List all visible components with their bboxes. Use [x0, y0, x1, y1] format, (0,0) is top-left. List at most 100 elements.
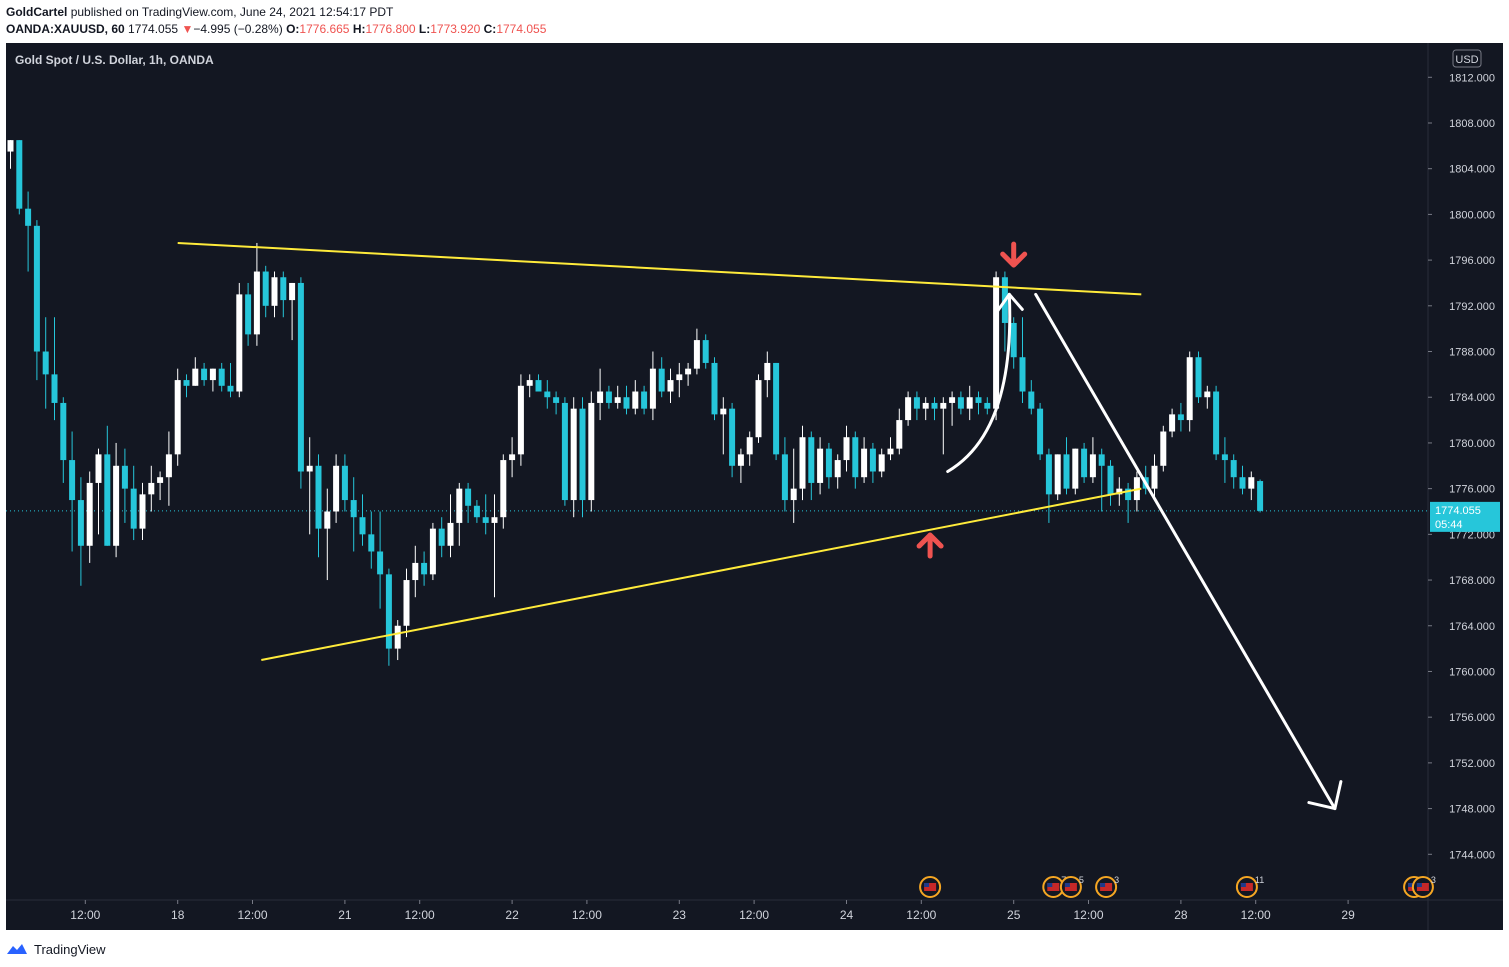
- candle-body[interactable]: [632, 391, 639, 409]
- candle-body[interactable]: [1107, 465, 1114, 495]
- candle-body[interactable]: [438, 528, 445, 546]
- candles[interactable]: [7, 140, 1264, 666]
- candle-body[interactable]: [878, 454, 885, 472]
- candle-body[interactable]: [658, 368, 665, 392]
- candle-body[interactable]: [1010, 322, 1017, 358]
- tradingview-logo-icon[interactable]: [6, 942, 28, 956]
- candle-body[interactable]: [1037, 408, 1044, 455]
- candle-body[interactable]: [412, 562, 419, 581]
- candle-body[interactable]: [781, 454, 788, 501]
- candle-body[interactable]: [403, 580, 410, 626]
- candle-body[interactable]: [130, 488, 137, 529]
- candle-body[interactable]: [165, 454, 172, 478]
- candle-body[interactable]: [790, 488, 797, 501]
- candle-body[interactable]: [799, 437, 806, 489]
- lower-trendline[interactable]: [261, 487, 1142, 662]
- candle-body[interactable]: [201, 368, 208, 381]
- candle-body[interactable]: [491, 517, 498, 523]
- candle-body[interactable]: [1125, 488, 1132, 501]
- candle-body[interactable]: [641, 391, 648, 409]
- candle-body[interactable]: [1239, 477, 1246, 489]
- candle-body[interactable]: [95, 454, 102, 483]
- candle-body[interactable]: [1045, 454, 1052, 495]
- candle-body[interactable]: [649, 368, 656, 409]
- candle-body[interactable]: [227, 385, 234, 392]
- candle-body[interactable]: [913, 397, 920, 409]
- candle-body[interactable]: [359, 517, 366, 535]
- candle-body[interactable]: [685, 368, 692, 375]
- candle-body[interactable]: [553, 397, 560, 403]
- candle-body[interactable]: [1221, 454, 1228, 461]
- candle-body[interactable]: [1160, 431, 1167, 466]
- candle-body[interactable]: [1195, 357, 1202, 398]
- chart-area[interactable]: Gold Spot / U.S. Dollar, 1h, OANDA 1812.…: [6, 43, 1503, 930]
- footer[interactable]: TradingView: [6, 939, 106, 959]
- candle-body[interactable]: [729, 408, 736, 466]
- candle-body[interactable]: [544, 391, 551, 398]
- candle-body[interactable]: [429, 528, 436, 575]
- candle-body[interactable]: [1213, 391, 1220, 455]
- currency-box[interactable]: [1452, 49, 1482, 68]
- candle-body[interactable]: [271, 277, 278, 306]
- candle-body[interactable]: [509, 454, 516, 461]
- candle-body[interactable]: [77, 500, 84, 546]
- candle-body[interactable]: [597, 391, 604, 403]
- candle-body[interactable]: [377, 551, 384, 575]
- candle-body[interactable]: [1098, 454, 1105, 466]
- candle-body[interactable]: [922, 402, 929, 409]
- candle-body[interactable]: [245, 294, 252, 335]
- candle-body[interactable]: [421, 562, 428, 575]
- candle-body[interactable]: [148, 482, 155, 495]
- candle-body[interactable]: [25, 208, 32, 226]
- candle-body[interactable]: [51, 374, 58, 403]
- candle-body[interactable]: [957, 397, 964, 409]
- candle-body[interactable]: [280, 277, 287, 301]
- candle-body[interactable]: [984, 402, 991, 409]
- candle-body[interactable]: [808, 437, 815, 483]
- candle-body[interactable]: [993, 277, 1000, 409]
- candle-body[interactable]: [614, 397, 621, 403]
- candle-body[interactable]: [1257, 481, 1264, 511]
- author-name[interactable]: GoldCartel: [6, 5, 68, 19]
- down-arrow-marker-icon[interactable]: [1000, 241, 1028, 268]
- candle-body[interactable]: [289, 282, 296, 301]
- candle-body[interactable]: [324, 511, 331, 529]
- candle-body[interactable]: [500, 460, 507, 518]
- economic-events[interactable]: 7531163: [919, 875, 1436, 898]
- candle-body[interactable]: [1248, 477, 1255, 489]
- candle-body[interactable]: [773, 362, 780, 455]
- candle-body[interactable]: [825, 448, 832, 478]
- candle-body[interactable]: [60, 402, 67, 461]
- candle-body[interactable]: [385, 574, 392, 649]
- candle-body[interactable]: [1186, 357, 1193, 421]
- candle-body[interactable]: [297, 282, 304, 472]
- candle-body[interactable]: [236, 294, 243, 392]
- candle-body[interactable]: [1072, 448, 1079, 489]
- candle-body[interactable]: [7, 140, 14, 152]
- candle-body[interactable]: [1089, 454, 1096, 478]
- candle-body[interactable]: [746, 437, 753, 455]
- candle-body[interactable]: [350, 500, 357, 518]
- candle-body[interactable]: [975, 397, 982, 403]
- candle-body[interactable]: [33, 225, 40, 352]
- candle-body[interactable]: [341, 465, 348, 501]
- candle-body[interactable]: [764, 362, 771, 381]
- candle-body[interactable]: [1081, 448, 1088, 478]
- candle-body[interactable]: [183, 380, 190, 386]
- candle-body[interactable]: [843, 437, 850, 461]
- candle-body[interactable]: [940, 402, 947, 409]
- candle-body[interactable]: [570, 408, 577, 501]
- candle-body[interactable]: [905, 397, 912, 421]
- candle-body[interactable]: [1169, 414, 1176, 432]
- candle-body[interactable]: [1019, 357, 1026, 392]
- price-chart[interactable]: Gold Spot / U.S. Dollar, 1h, OANDA 1812.…: [6, 43, 1503, 930]
- candle-body[interactable]: [473, 505, 480, 518]
- candle-body[interactable]: [333, 465, 340, 512]
- candle-body[interactable]: [931, 402, 938, 409]
- candle-body[interactable]: [69, 460, 76, 501]
- candle-body[interactable]: [896, 420, 903, 449]
- drawings[interactable]: [177, 241, 1343, 811]
- candle-body[interactable]: [720, 408, 727, 415]
- candle-body[interactable]: [174, 380, 181, 455]
- candle-body[interactable]: [42, 351, 49, 375]
